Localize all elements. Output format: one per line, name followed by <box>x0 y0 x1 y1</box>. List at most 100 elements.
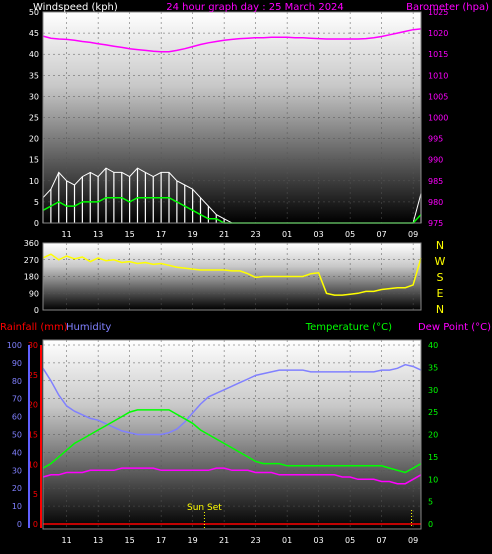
barometer-y-tick-label: 985 <box>428 177 443 186</box>
compass-label: N <box>436 239 444 252</box>
barometer-axis-label: Barometer (hpa) <box>406 2 489 13</box>
rainfall-y-tick-label: 15 <box>28 431 38 440</box>
temperature-axis-label: Temperature (°C) <box>305 322 392 333</box>
wind-x-tick-label: 07 <box>377 230 387 239</box>
wind-y-tick-label: 25 <box>29 114 39 123</box>
barometer-y-tick-label: 1020 <box>428 29 448 38</box>
humidity-y-tick-label: 0 <box>17 520 22 529</box>
wind-y-tick-label: 35 <box>29 71 39 80</box>
graph-title: 24 hour graph day : 25 March 2024 <box>166 2 344 13</box>
wind-x-tick-label: 23 <box>251 230 261 239</box>
wind-y-tick-label: 0 <box>34 219 39 228</box>
sunset-label: Sun Set <box>187 503 222 513</box>
rainfall-y-tick-label: 20 <box>28 401 38 410</box>
temp-x-tick-label: 15 <box>125 536 135 545</box>
rainfall-y-tick-label: 5 <box>33 490 38 499</box>
rainfall-y-tick-label: 30 <box>28 341 38 350</box>
humidity-y-tick-label: 70 <box>12 395 22 404</box>
temp-x-tick-label: 17 <box>156 536 166 545</box>
temperature-y-tick-label: 40 <box>428 341 438 350</box>
barometer-y-ticks: 975 980 985 990 995 1000 1005 1010 1015 1020 1025 <box>428 8 448 228</box>
temperature-y-tick-label: 30 <box>428 386 438 395</box>
wind-x-tick-label: 01 <box>282 230 292 239</box>
rainfall-y-tick-label: 25 <box>28 371 38 380</box>
humidity-axis-label: Humidity <box>66 322 111 333</box>
wind-x-tick-label: 21 <box>219 230 229 239</box>
wind-x-tick-label: 15 <box>125 230 135 239</box>
rainfall-y-tick-label: 0 <box>33 520 38 529</box>
rainfall-y-ticks: 0 5 10 15 20 25 30 <box>28 341 38 529</box>
humidity-y-tick-label: 10 <box>12 502 22 511</box>
wind-y-tick-label: 20 <box>29 135 39 144</box>
direction-y-tick-label: 0 <box>34 306 39 315</box>
wind-y-tick-label: 10 <box>29 177 39 186</box>
wind-x-ticks: 11 13 15 17 19 21 23 01 03 05 07 09 <box>62 230 419 239</box>
direction-y-tick-label: 90 <box>29 289 39 298</box>
humidity-y-tick-label: 40 <box>12 448 22 457</box>
temp-x-tick-label: 19 <box>188 536 198 545</box>
wind-barometer-plot-frame <box>42 11 422 224</box>
wind-direction-y-ticks: 0 90 180 270 360 <box>24 239 39 315</box>
wind-direction-plot-frame <box>42 242 422 311</box>
temp-humidity-plot-frame <box>42 339 422 530</box>
wind-y-tick-label: 40 <box>29 50 39 59</box>
wind-direction-series <box>42 253 422 296</box>
humidity-y-tick-label: 100 <box>7 341 22 350</box>
wind-y-tick-label: 15 <box>29 156 39 165</box>
temp-x-tick-label: 21 <box>219 536 229 545</box>
temp-x-tick-label: 13 <box>93 536 103 545</box>
compass-label: S <box>437 271 444 284</box>
temperature-y-tick-label: 15 <box>428 453 438 462</box>
humidity-y-tick-label: 50 <box>12 431 22 440</box>
wind-y-tick-label: 45 <box>29 29 39 38</box>
barometer-y-tick-label: 1005 <box>428 92 448 101</box>
temp-x-tick-label: 09 <box>408 536 418 545</box>
temp-x-ticks: 11 13 15 17 19 21 23 01 03 05 07 09 <box>62 536 419 545</box>
compass-label: N <box>436 303 444 316</box>
temp-x-tick-label: 01 <box>282 536 292 545</box>
wind-y-tick-label: 5 <box>34 198 39 207</box>
barometer-y-tick-label: 980 <box>428 198 443 207</box>
barometer-y-tick-label: 1010 <box>428 71 448 80</box>
barometer-line <box>42 28 422 53</box>
dew-point-axis-label: Dew Point (°C) <box>418 322 491 333</box>
compass-label: W <box>435 255 446 268</box>
barometer-y-tick-label: 1000 <box>428 114 448 123</box>
compass-label: E <box>437 287 444 300</box>
temperature-y-ticks: 0 5 10 15 20 25 30 35 40 <box>428 341 438 529</box>
temp-humidity-grid <box>43 340 421 529</box>
direction-y-tick-label: 270 <box>24 256 39 265</box>
barometer-y-tick-label: 1025 <box>428 8 448 17</box>
temp-humidity-series <box>42 363 422 528</box>
direction-y-tick-label: 360 <box>24 239 39 248</box>
wind-x-tick-label: 09 <box>408 230 418 239</box>
humidity-y-tick-label: 60 <box>12 413 22 422</box>
wind-direction-line <box>42 253 422 296</box>
wind-barometer-panel: Windspeed (kph) 24 hour graph day : 25 M… <box>29 2 489 239</box>
direction-y-tick-label: 180 <box>24 273 39 282</box>
temperature-y-tick-label: 10 <box>428 475 438 484</box>
humidity-line <box>42 363 422 436</box>
humidity-y-tick-label: 90 <box>12 359 22 368</box>
wind-barometer-grid <box>43 11 421 224</box>
temperature-y-tick-label: 25 <box>428 408 438 417</box>
temp-x-tick-label: 05 <box>345 536 355 545</box>
barometer-y-tick-label: 975 <box>428 219 443 228</box>
rainfall-axis-bar <box>40 345 42 528</box>
wind-x-tick-label: 17 <box>156 230 166 239</box>
humidity-axis-bar <box>28 345 30 528</box>
temperature-line <box>42 409 422 474</box>
humidity-y-tick-label: 20 <box>12 484 22 493</box>
humidity-y-tick-label: 80 <box>12 377 22 386</box>
temp-x-tick-label: 03 <box>314 536 324 545</box>
wind-x-tick-label: 13 <box>93 230 103 239</box>
wind-x-tick-label: 05 <box>345 230 355 239</box>
temperature-y-tick-label: 35 <box>428 363 438 372</box>
wind-x-tick-label: 19 <box>188 230 198 239</box>
wind-x-tick-label: 11 <box>62 230 72 239</box>
rainfall-y-tick-label: 10 <box>28 460 38 469</box>
barometer-y-tick-label: 990 <box>428 156 443 165</box>
